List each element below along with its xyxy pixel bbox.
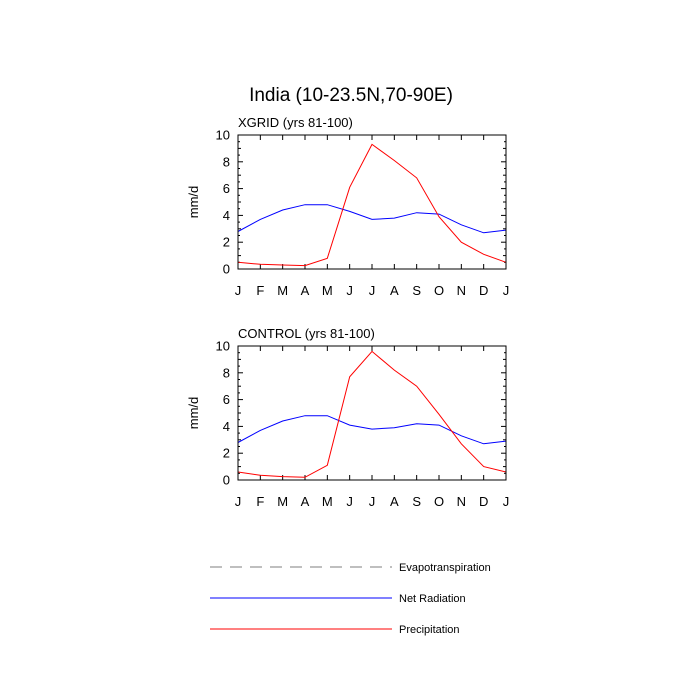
legend: Evapotranspiration Net Radiation Precipi… [210,562,491,636]
y-tick-label: 8 [223,365,230,380]
series-line-precipitation [237,143,507,267]
x-tick-label: J [503,494,510,509]
y-tick-label: 2 [223,446,230,461]
x-tick-label: D [479,283,488,298]
x-tick-label: J [346,283,353,298]
x-tick-label: A [301,494,310,509]
legend-label-evapotranspiration: Evapotranspiration [399,562,491,574]
plot-frame [237,134,507,270]
x-tick-label: A [390,283,399,298]
x-tick-label: D [479,494,488,509]
y-tick-label: 0 [223,262,230,277]
x-tick-label: J [346,494,353,509]
figure-title: India (10-23.5N,70-90E) [249,85,453,106]
x-tick-label: F [256,494,264,509]
panel-title: CONTROL (yrs 81-100) [238,326,375,341]
series-line-precipitation [237,350,507,478]
x-tick-label: J [235,494,242,509]
panel-title: XGRID (yrs 81-100) [238,115,353,130]
x-tick-label: M [277,494,288,509]
x-tick-label: M [277,283,288,298]
y-tick-label: 6 [223,392,230,407]
x-tick-label: M [322,283,333,298]
y-axis-label: mm/d [186,397,201,430]
x-tick-label: A [301,283,310,298]
y-tick-label: 4 [223,419,230,434]
x-tick-label: J [503,283,510,298]
x-tick-label: S [412,494,421,509]
legend-label-net-radiation: Net Radiation [399,593,466,605]
x-tick-label: J [235,283,242,298]
y-tick-label: 4 [223,208,230,223]
plot-frame [237,345,507,481]
x-tick-label: M [322,494,333,509]
series-line-net-radiation [237,204,507,234]
legend-label-precipitation: Precipitation [399,624,460,636]
x-tick-label: S [412,283,421,298]
x-tick-label: J [369,283,376,298]
y-axis-label: mm/d [186,186,201,219]
x-tick-label: A [390,494,399,509]
y-tick-label: 2 [223,235,230,250]
y-tick-label: 0 [223,473,230,488]
y-tick-label: 6 [223,181,230,196]
y-tick-label: 10 [216,339,230,354]
x-tick-label: N [457,283,466,298]
x-tick-label: N [457,494,466,509]
y-tick-label: 10 [216,128,230,143]
x-tick-label: J [369,494,376,509]
x-tick-label: F [256,283,264,298]
x-tick-label: O [434,283,444,298]
y-tick-label: 8 [223,154,230,169]
series-line-net-radiation [237,415,507,445]
x-tick-label: O [434,494,444,509]
